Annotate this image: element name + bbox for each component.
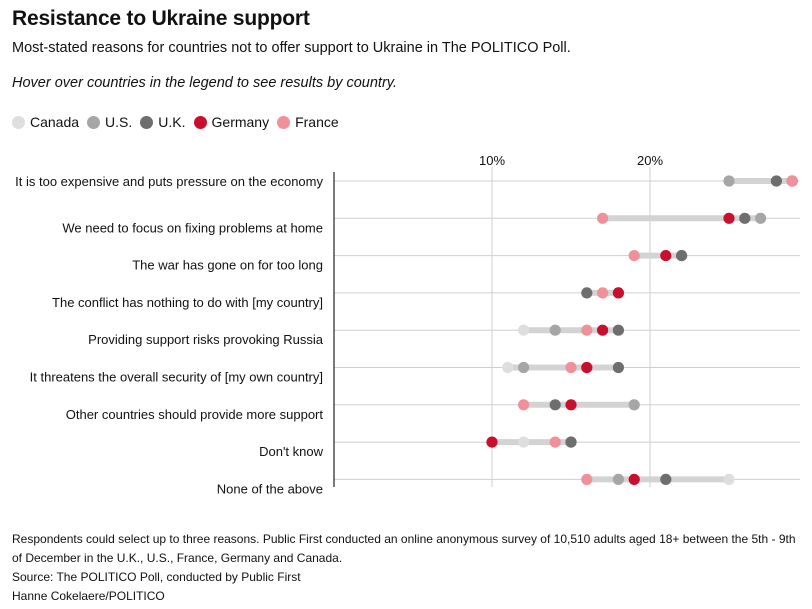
- dot-uk: [565, 436, 577, 448]
- legend-label-uk: U.K.: [158, 114, 186, 130]
- category-label: It is too expensive and puts pressure on…: [15, 174, 323, 189]
- dot-uk: [612, 361, 625, 374]
- dot-canada: [518, 436, 530, 448]
- legend-item-germany[interactable]: Germany: [193, 114, 270, 130]
- category-label: The war has gone on for too long: [132, 258, 323, 273]
- category-label: Other countries should provide more supp…: [66, 407, 324, 422]
- dot-uk: [739, 212, 751, 224]
- dot-canada: [723, 473, 735, 485]
- legend-label-us: U.S.: [105, 114, 133, 130]
- dot-france: [565, 361, 577, 374]
- dot-germany: [581, 361, 593, 374]
- legend-label-france: France: [295, 114, 339, 130]
- category-label: We need to focus on fixing problems at h…: [62, 220, 323, 235]
- dot-uk: [770, 175, 783, 187]
- dot-canada: [518, 324, 530, 336]
- dot-uk: [612, 324, 625, 336]
- legend-dot-canada: [12, 115, 25, 129]
- dot-us: [723, 175, 735, 187]
- dot-canada: [502, 361, 514, 374]
- dot-us: [549, 324, 561, 336]
- dot-france: [628, 250, 640, 262]
- legend-dot-germany: [193, 115, 207, 129]
- category-label: Don't know: [259, 444, 324, 459]
- legend-item-us[interactable]: U.S.: [87, 114, 132, 130]
- chart-subtitle: Most-stated reasons for countries not to…: [12, 40, 571, 56]
- dot-range-chart: 10% 20% It is too expensive and puts press…: [15, 153, 800, 495]
- dot-germany: [628, 473, 640, 485]
- dot-us: [612, 473, 625, 485]
- x-tick-label-20: 20%: [637, 153, 663, 168]
- category-label: Providing support risks provoking Russia: [88, 332, 324, 347]
- chart-hint: Hover over countries in the legend to se…: [12, 75, 397, 91]
- dot-us: [755, 212, 767, 224]
- category-label: None of the above: [217, 481, 323, 495]
- legend-item-france[interactable]: France: [277, 114, 339, 130]
- dot-france: [518, 399, 530, 411]
- legend-dot-us: [87, 115, 101, 129]
- dot-germany: [660, 250, 672, 262]
- dot-france: [581, 473, 593, 485]
- x-tick-label-10: 10%: [479, 153, 505, 168]
- legend-dot-france: [277, 115, 291, 129]
- dot-uk: [549, 399, 561, 411]
- survey-note: Respondents could select up to three rea…: [12, 532, 796, 565]
- dot-germany: [486, 436, 498, 448]
- category-label: The conflict has nothing to do with [my …: [52, 295, 323, 310]
- dot-france: [597, 212, 609, 224]
- dot-germany: [597, 324, 609, 336]
- dot-us: [628, 399, 640, 411]
- legend-label-germany: Germany: [211, 114, 270, 130]
- credit-line: Hanne Cokelaere/POLITICO: [12, 589, 165, 603]
- dot-uk: [660, 473, 672, 485]
- footer-notes: Respondents could select up to three rea…: [12, 530, 802, 606]
- legend-item-canada[interactable]: Canada: [12, 114, 79, 130]
- dot-germany: [565, 399, 577, 411]
- dot-france: [549, 436, 561, 448]
- legend-dot-uk: [140, 115, 154, 129]
- category-label: It threatens the overall security of [my…: [30, 370, 323, 385]
- legend: Canada U.S. U.K. Germany France: [12, 114, 347, 130]
- chart-title: Resistance to Ukraine support: [12, 7, 310, 30]
- dot-us: [518, 361, 530, 374]
- dot-uk: [581, 287, 593, 299]
- legend-item-uk[interactable]: U.K.: [140, 114, 186, 130]
- dot-germany: [723, 212, 735, 224]
- dot-uk: [676, 250, 688, 262]
- dot-france: [597, 287, 609, 299]
- dot-germany: [612, 287, 625, 299]
- legend-label-canada: Canada: [30, 114, 80, 130]
- source-line: Source: The POLITICO Poll, conducted by …: [12, 570, 301, 584]
- dot-france: [581, 324, 593, 336]
- dot-france: [786, 175, 798, 187]
